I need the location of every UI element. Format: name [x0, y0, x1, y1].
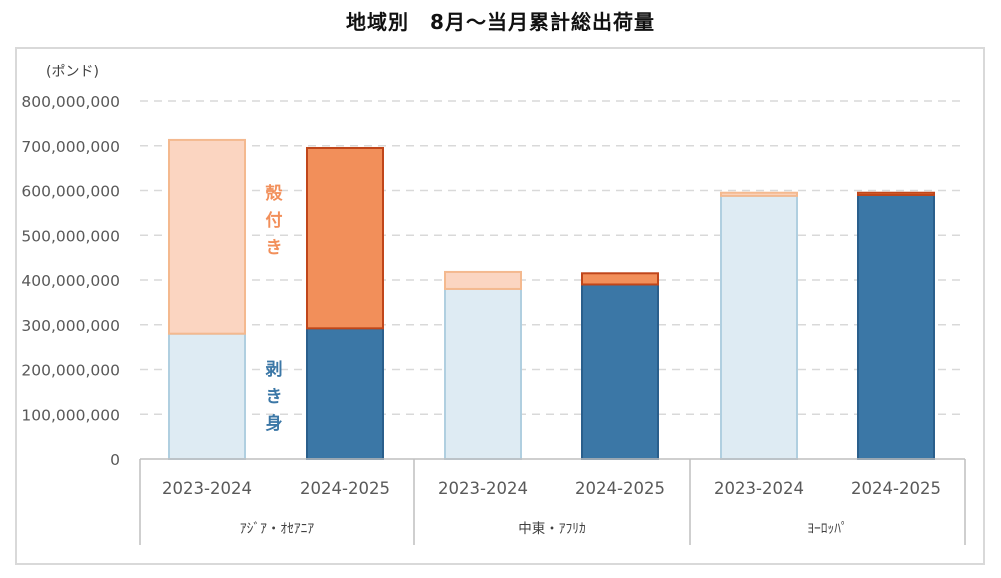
x-tick-label-period: 2023-2024 [438, 479, 528, 498]
series-label-shell-on: 付 [266, 210, 283, 231]
y-tick-label: 700,000,000 [21, 138, 120, 156]
y-tick-label: 600,000,000 [21, 183, 120, 201]
y-tick-label: 200,000,000 [21, 362, 120, 380]
bar-segment-shell-on [720, 191, 798, 197]
bar-segment-shell-on [168, 138, 246, 335]
series-label-peeled: き [266, 387, 283, 407]
bar-segment-peeled [857, 193, 935, 460]
series-label-shell-on: き [266, 238, 283, 258]
bar-segment-shell-on [306, 146, 384, 330]
series-label-peeled: 剥 [266, 360, 283, 380]
y-tick-label: 300,000,000 [21, 317, 120, 335]
x-tick-label-period: 2024-2025 [851, 479, 941, 498]
bar-segment-shell-on [444, 270, 522, 290]
series-label-shell-on: 殻 [266, 183, 284, 204]
x-tick-label-period: 2024-2025 [575, 479, 665, 498]
x-tick-label-period: 2023-2024 [162, 479, 252, 498]
y-tick-label: 400,000,000 [21, 272, 120, 290]
y-tick-label: 800,000,000 [21, 93, 120, 111]
bar-segment-shell-on [857, 191, 935, 196]
bar-segment-peeled [581, 283, 659, 460]
x-group-label: 中東・ｱﾌﾘｶ [518, 521, 586, 537]
bar-segment-peeled [168, 332, 246, 461]
chart-frame [15, 47, 985, 565]
bar-segment-shell-on [581, 272, 659, 286]
bar-segment-peeled [306, 327, 384, 460]
y-tick-label: 100,000,000 [21, 406, 120, 424]
y-tick-label: 500,000,000 [21, 227, 120, 245]
bar-segment-peeled [444, 287, 522, 461]
x-tick-label-period: 2023-2024 [714, 479, 804, 498]
y-axis-unit-label: (ポンド) [46, 64, 99, 80]
bar-segment-peeled [720, 194, 798, 460]
x-tick-label-period: 2024-2025 [300, 479, 390, 498]
series-label-peeled: 身 [266, 413, 283, 434]
x-group-label: ｱｼﾞｱ・ｵｾｱﾆｱ [240, 521, 314, 537]
chart-title: 地域別 8月～当月累計総出荷量 [346, 10, 655, 34]
x-group-label: ﾖｰﾛｯﾊﾟ [807, 521, 848, 537]
y-tick-label: 0 [110, 451, 120, 469]
